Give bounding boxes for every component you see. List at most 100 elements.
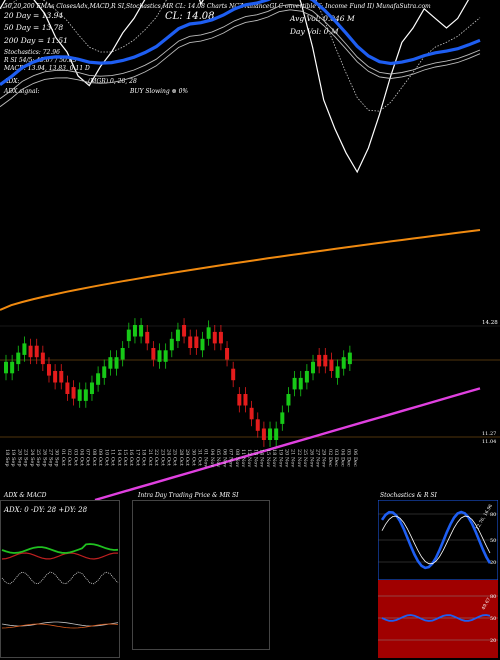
x-axis-date-label: 08 Nov xyxy=(234,449,240,467)
stoch-k-line xyxy=(380,510,492,570)
candle-body xyxy=(46,364,51,376)
candle-body xyxy=(28,345,33,358)
ema20-line xyxy=(0,0,481,112)
mrsi-panel-title: Intra Day Trading Price & MR SI xyxy=(138,492,239,499)
candle-body xyxy=(175,329,180,342)
candle-body xyxy=(151,348,156,360)
rsi-tick-label: 50 xyxy=(490,616,496,622)
x-axis-date-label: 03 Oct xyxy=(72,449,78,466)
x-axis-date-label: 18 Sep xyxy=(4,449,10,467)
candle-body xyxy=(120,348,125,360)
candle-body xyxy=(139,325,144,337)
adx-line xyxy=(1,571,119,585)
candle-body xyxy=(286,394,291,406)
x-axis-date-label: 06 Dec xyxy=(352,449,358,467)
candle-body xyxy=(194,336,199,348)
candle-body xyxy=(77,389,82,401)
adx-values-text: ADX: 0 -DY: 28 +DY: 28 xyxy=(3,506,88,514)
x-axis-date-label: 05 Nov xyxy=(215,449,221,467)
x-axis-date-label: 22 Oct xyxy=(153,449,159,466)
candle-body xyxy=(341,357,346,369)
candle-body xyxy=(16,352,21,365)
price-label-bottom-1: 11.27 xyxy=(482,431,496,437)
candle-body xyxy=(40,352,45,365)
x-axis-date-label: 18 Nov xyxy=(271,449,277,467)
candle-body xyxy=(102,366,107,378)
adx-macd-panel-title: ADX & MACD xyxy=(4,492,47,499)
x-axis-date-label: 11 Oct xyxy=(110,449,116,466)
candle-body xyxy=(206,327,211,339)
x-axis-date-label: 31 Oct xyxy=(197,449,203,466)
candle-body xyxy=(218,331,223,344)
x-axis-date-label: 17 Oct xyxy=(134,449,140,466)
candle-body xyxy=(108,357,113,369)
ema200-label: 200 Day = 11.51 xyxy=(4,36,68,45)
mrsi-panel xyxy=(132,500,270,650)
x-axis-date-label: 30 Sep xyxy=(54,449,60,467)
x-axis-date-label: 06 Nov xyxy=(221,449,227,467)
candle-body xyxy=(292,377,297,390)
x-axis-date-label: 08 Oct xyxy=(91,449,97,466)
candle-body xyxy=(243,394,248,406)
candle-body xyxy=(280,412,285,424)
x-axis-date-label: 16 Oct xyxy=(128,449,134,466)
candle-body xyxy=(274,428,279,440)
candle-body xyxy=(34,345,39,358)
x-axis-date-label: 04 Oct xyxy=(79,449,85,466)
day-volume-label: Day Vol: 0 M xyxy=(290,27,339,36)
stoch-tick-label: 20 xyxy=(490,560,496,566)
candle-body xyxy=(169,338,174,351)
buy-signal-label: BUY Slowing ⊗ 0% xyxy=(130,88,189,95)
x-axis-date-label: 04 Nov xyxy=(209,449,215,467)
stoch-tick-label: 80 xyxy=(490,512,496,518)
x-axis-date-label: 15 Nov xyxy=(265,449,271,467)
x-axis-date-label: 09 Oct xyxy=(97,449,103,466)
rsi-value-label: 49.67 xyxy=(481,597,493,611)
rsi-tick-label: 80 xyxy=(490,594,496,600)
candle-body xyxy=(145,331,150,344)
bollinger-band-line xyxy=(94,387,481,500)
avg-volume-label: Avg Vol: 0.046 M xyxy=(290,14,355,23)
candle-body xyxy=(225,348,230,360)
x-axis-date-label: 29 Nov xyxy=(321,449,327,467)
x-axis-date-label: 12 Nov xyxy=(246,449,252,467)
x-axis-date-label: 15 Oct xyxy=(122,449,128,466)
candle-body xyxy=(132,325,137,337)
price-label-bottom-2: 11.04 xyxy=(482,439,496,445)
x-axis-date-label: 07 Nov xyxy=(228,449,234,467)
candle-body xyxy=(126,329,131,342)
x-axis-date-label: 10 Oct xyxy=(103,449,109,466)
candle-body xyxy=(335,366,340,378)
x-axis-date-label: 25 Oct xyxy=(172,449,178,466)
band-lower-line xyxy=(0,9,481,108)
band-upper-line xyxy=(0,3,481,100)
macd-signal-line xyxy=(1,623,119,629)
candle-body xyxy=(255,419,260,431)
chart-header-line: 50,20,200 EMAs ClosesAdx,MACD,R SI,Stoch… xyxy=(4,3,431,10)
x-axis-date-label: 21 Nov xyxy=(290,449,296,467)
candle-body xyxy=(65,382,70,394)
x-axis-date-label: 30 Oct xyxy=(190,449,196,466)
x-axis-date-label: 11 Nov xyxy=(240,449,246,467)
close-price-line xyxy=(0,0,470,174)
candle-body xyxy=(188,336,193,348)
x-axis-date-label: 02 Dec xyxy=(327,449,333,467)
x-axis-date-label: 01 Oct xyxy=(60,449,66,466)
x-axis-date-label: 22 Nov xyxy=(296,449,302,467)
ema50-line xyxy=(0,0,481,87)
candle-body xyxy=(96,373,101,385)
candle-body xyxy=(304,371,309,383)
x-axis-date-label: 23 Oct xyxy=(159,449,165,466)
x-axis-date-label: 14 Oct xyxy=(116,449,122,466)
x-axis-date-label: 20 Sep xyxy=(16,449,22,467)
x-axis-date-label: 24 Oct xyxy=(165,449,171,466)
adx-signal-label: ADX signal: xyxy=(4,88,40,95)
x-axis-date-label: 07 Oct xyxy=(85,449,91,466)
candle-body xyxy=(71,387,76,399)
candle-body xyxy=(22,343,27,355)
x-axis-date-label: 24 Sep xyxy=(29,449,35,467)
stoch-tick-label: 50 xyxy=(490,538,496,544)
x-axis-date-label: 26 Nov xyxy=(308,449,314,467)
